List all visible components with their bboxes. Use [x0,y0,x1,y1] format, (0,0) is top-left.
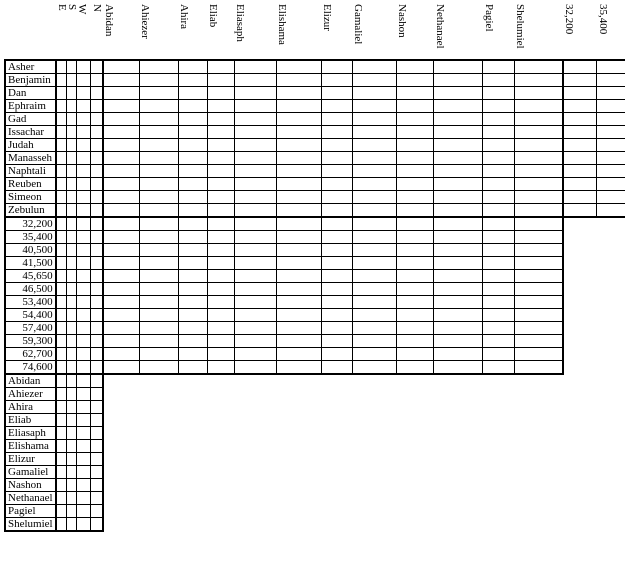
row-num-9: 59,300 [5,335,56,348]
col-name-3: Eliab [207,4,234,60]
row-name-2: Ahira [5,401,56,414]
col-dir-N: N [91,4,103,60]
row-name-11: Shelumiel [5,518,56,532]
row-tribe-6: Judah [5,139,56,152]
col-name-11: Shelumiel [514,4,563,60]
row-tribe-4: Gad [5,113,56,126]
col-name-6: Elizur [321,4,352,60]
row-tribe-1: Benjamin [5,74,56,87]
row-name-3: Eliab [5,414,56,427]
row-num-2: 40,500 [5,244,56,257]
row-num-6: 53,400 [5,296,56,309]
row-name-0: Abidan [5,374,56,388]
col-name-2: Ahira [178,4,207,60]
row-num-4: 45,650 [5,270,56,283]
col-name-1: Ahiezer [139,4,178,60]
col-dir-E: E [56,4,67,60]
col-name-10: Pagiel [483,4,515,60]
row-tribe-9: Reuben [5,178,56,191]
row-name-1: Ahiezer [5,388,56,401]
col-name-4: Eliasaph [234,4,276,60]
row-num-10: 62,700 [5,348,56,361]
row-name-9: Nethanael [5,492,56,505]
row-tribe-2: Dan [5,87,56,100]
col-name-7: Gamaliel [352,4,396,60]
row-num-3: 41,500 [5,257,56,270]
row-name-7: Gamaliel [5,466,56,479]
logic-grid: ESWNAbidanAhiezerAhiraEliabEliasaphElish… [4,4,625,532]
row-num-5: 46,500 [5,283,56,296]
col-name-9: Nethanael [434,4,483,60]
row-tribe-5: Issachar [5,126,56,139]
row-tribe-11: Zebulun [5,204,56,218]
row-num-8: 57,400 [5,322,56,335]
row-num-0: 32,200 [5,217,56,231]
row-tribe-3: Ephraim [5,100,56,113]
row-name-4: Eliasaph [5,427,56,440]
row-tribe-7: Manasseh [5,152,56,165]
row-num-11: 74,600 [5,361,56,375]
col-name-8: Nashon [396,4,434,60]
row-name-6: Elizur [5,453,56,466]
row-tribe-8: Naphtali [5,165,56,178]
col-name-5: Elishama [276,4,321,60]
row-name-10: Pagiel [5,505,56,518]
row-tribe-0: Asher [5,60,56,74]
col-num-1: 35,400 [597,4,625,60]
col-dir-S: S [66,4,76,60]
row-name-8: Nashon [5,479,56,492]
col-dir-W: W [76,4,90,60]
row-num-7: 54,400 [5,309,56,322]
col-name-0: Abidan [103,4,139,60]
row-num-1: 35,400 [5,231,56,244]
col-num-0: 32,200 [563,4,597,60]
row-tribe-10: Simeon [5,191,56,204]
row-name-5: Elishama [5,440,56,453]
